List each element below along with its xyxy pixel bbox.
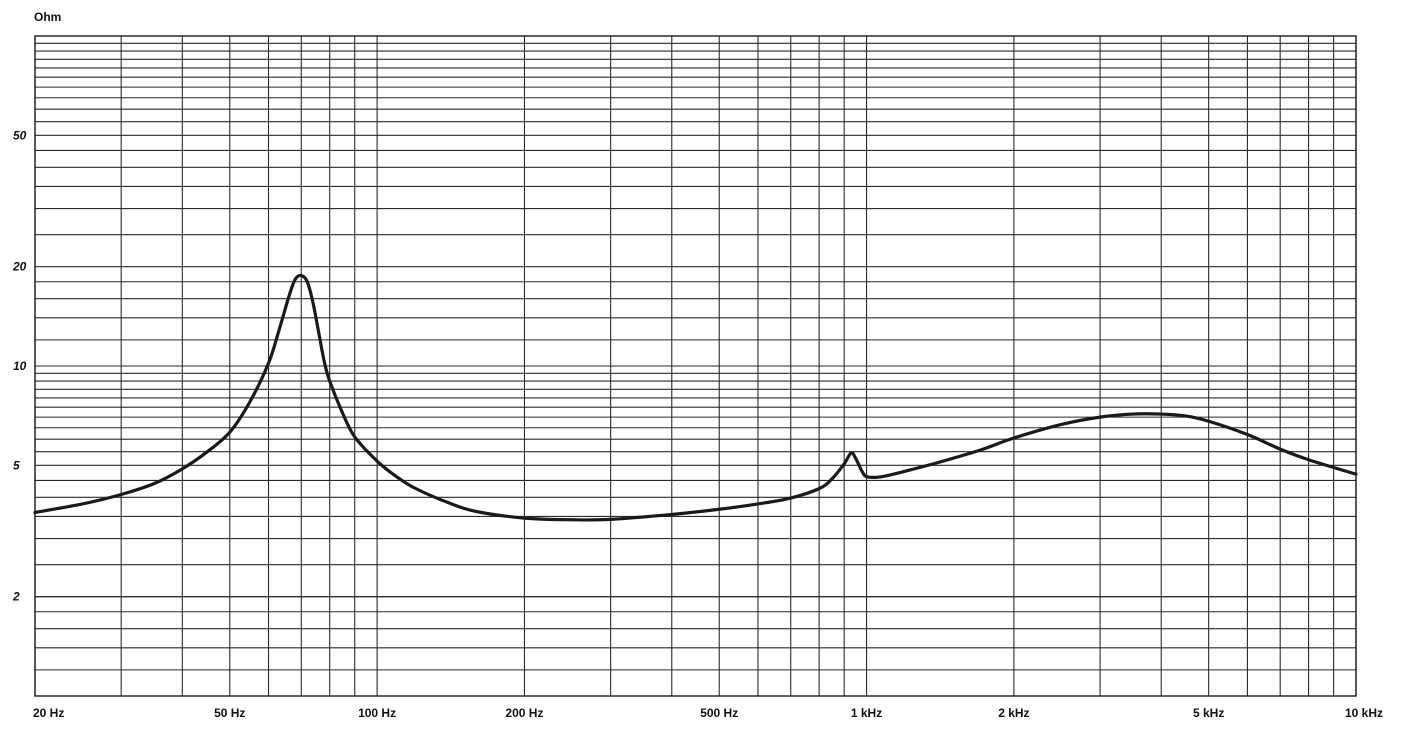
- tick-labels: 20 Hz 50 Hz 100 Hz 200 Hz 500 Hz 1 kHz 2 kHz 5 …: [12, 128, 1383, 720]
- impedance-curve: [33, 273, 1358, 522]
- x-tick-label: 1 kHz: [851, 706, 882, 720]
- y-tick-label: 50: [13, 128, 27, 142]
- x-tick-label: 20 Hz: [33, 706, 64, 720]
- y-tick-label: 10: [13, 359, 27, 373]
- x-tick-label: 50 Hz: [214, 706, 245, 720]
- x-tick-label: 10 kHz: [1345, 706, 1383, 720]
- x-tick-label: 200 Hz: [505, 706, 543, 720]
- series-group: [33, 273, 1358, 522]
- x-tick-label: 2 kHz: [998, 706, 1029, 720]
- x-tick-label: 5 kHz: [1193, 706, 1224, 720]
- y-tick-label: 5: [13, 458, 20, 472]
- y-axis-unit-label: Ohm: [34, 10, 61, 24]
- plot-frame: [34, 35, 1357, 697]
- grid: [34, 35, 1357, 697]
- y-tick-label: 2: [12, 590, 20, 604]
- y-tick-label: 20: [12, 260, 27, 274]
- x-tick-label: 100 Hz: [358, 706, 396, 720]
- x-tick-label: 500 Hz: [700, 706, 738, 720]
